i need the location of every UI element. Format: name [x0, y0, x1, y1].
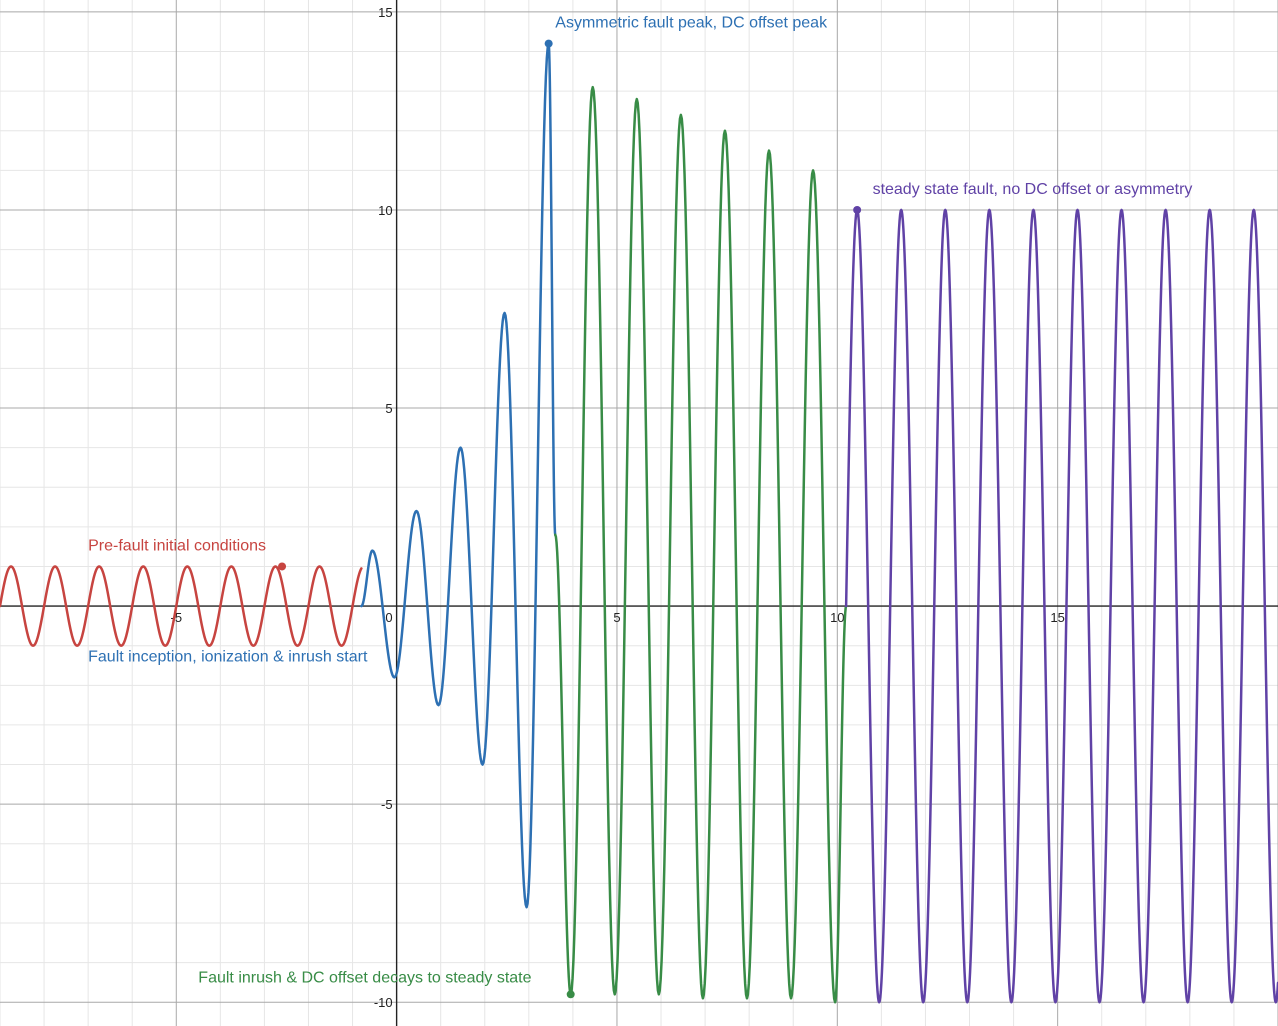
x-tick-label: 15 [1050, 610, 1064, 625]
y-tick-label: 15 [378, 5, 392, 20]
tick-labels: -5 0 5 10 15 -10 -5 5 10 15 [170, 5, 1064, 1010]
annotation-label-1: Pre-fault initial conditions [88, 538, 266, 555]
x-tick-label: 10 [830, 610, 844, 625]
y-tick-label: 10 [378, 203, 392, 218]
point-marker-1[interactable] [278, 562, 287, 571]
x-tick-label: 5 [613, 610, 620, 625]
annotations: Pre-fault initial conditions Fault incept… [88, 15, 1192, 987]
curves [0, 42, 1278, 1004]
annotation-label-5: steady state fault, no DC offset or asym… [873, 181, 1193, 198]
series-curve-1[interactable] [0, 565, 363, 647]
annotation-label-2: Fault inception, ionization & inrush sta… [88, 649, 368, 666]
y-tick-label: 5 [385, 401, 392, 416]
y-tick-label: -5 [381, 797, 393, 812]
annotation-label-4: Fault inrush & DC offset decays to stead… [198, 969, 531, 986]
x-tick-label: -5 [170, 610, 182, 625]
annotation-label-3: Asymmetric fault peak, DC offset peak [555, 15, 828, 32]
series-curve-4[interactable] [844, 208, 1278, 1004]
series-curve-2[interactable] [360, 42, 557, 909]
point-marker-4[interactable] [853, 205, 862, 214]
point-marker-2[interactable] [544, 39, 553, 48]
y-tick-label: -10 [374, 995, 393, 1010]
x-tick-label: 0 [385, 610, 392, 625]
point-marker-3[interactable] [566, 990, 575, 999]
series-curve-3[interactable] [554, 85, 848, 1004]
point-markers [278, 39, 862, 999]
